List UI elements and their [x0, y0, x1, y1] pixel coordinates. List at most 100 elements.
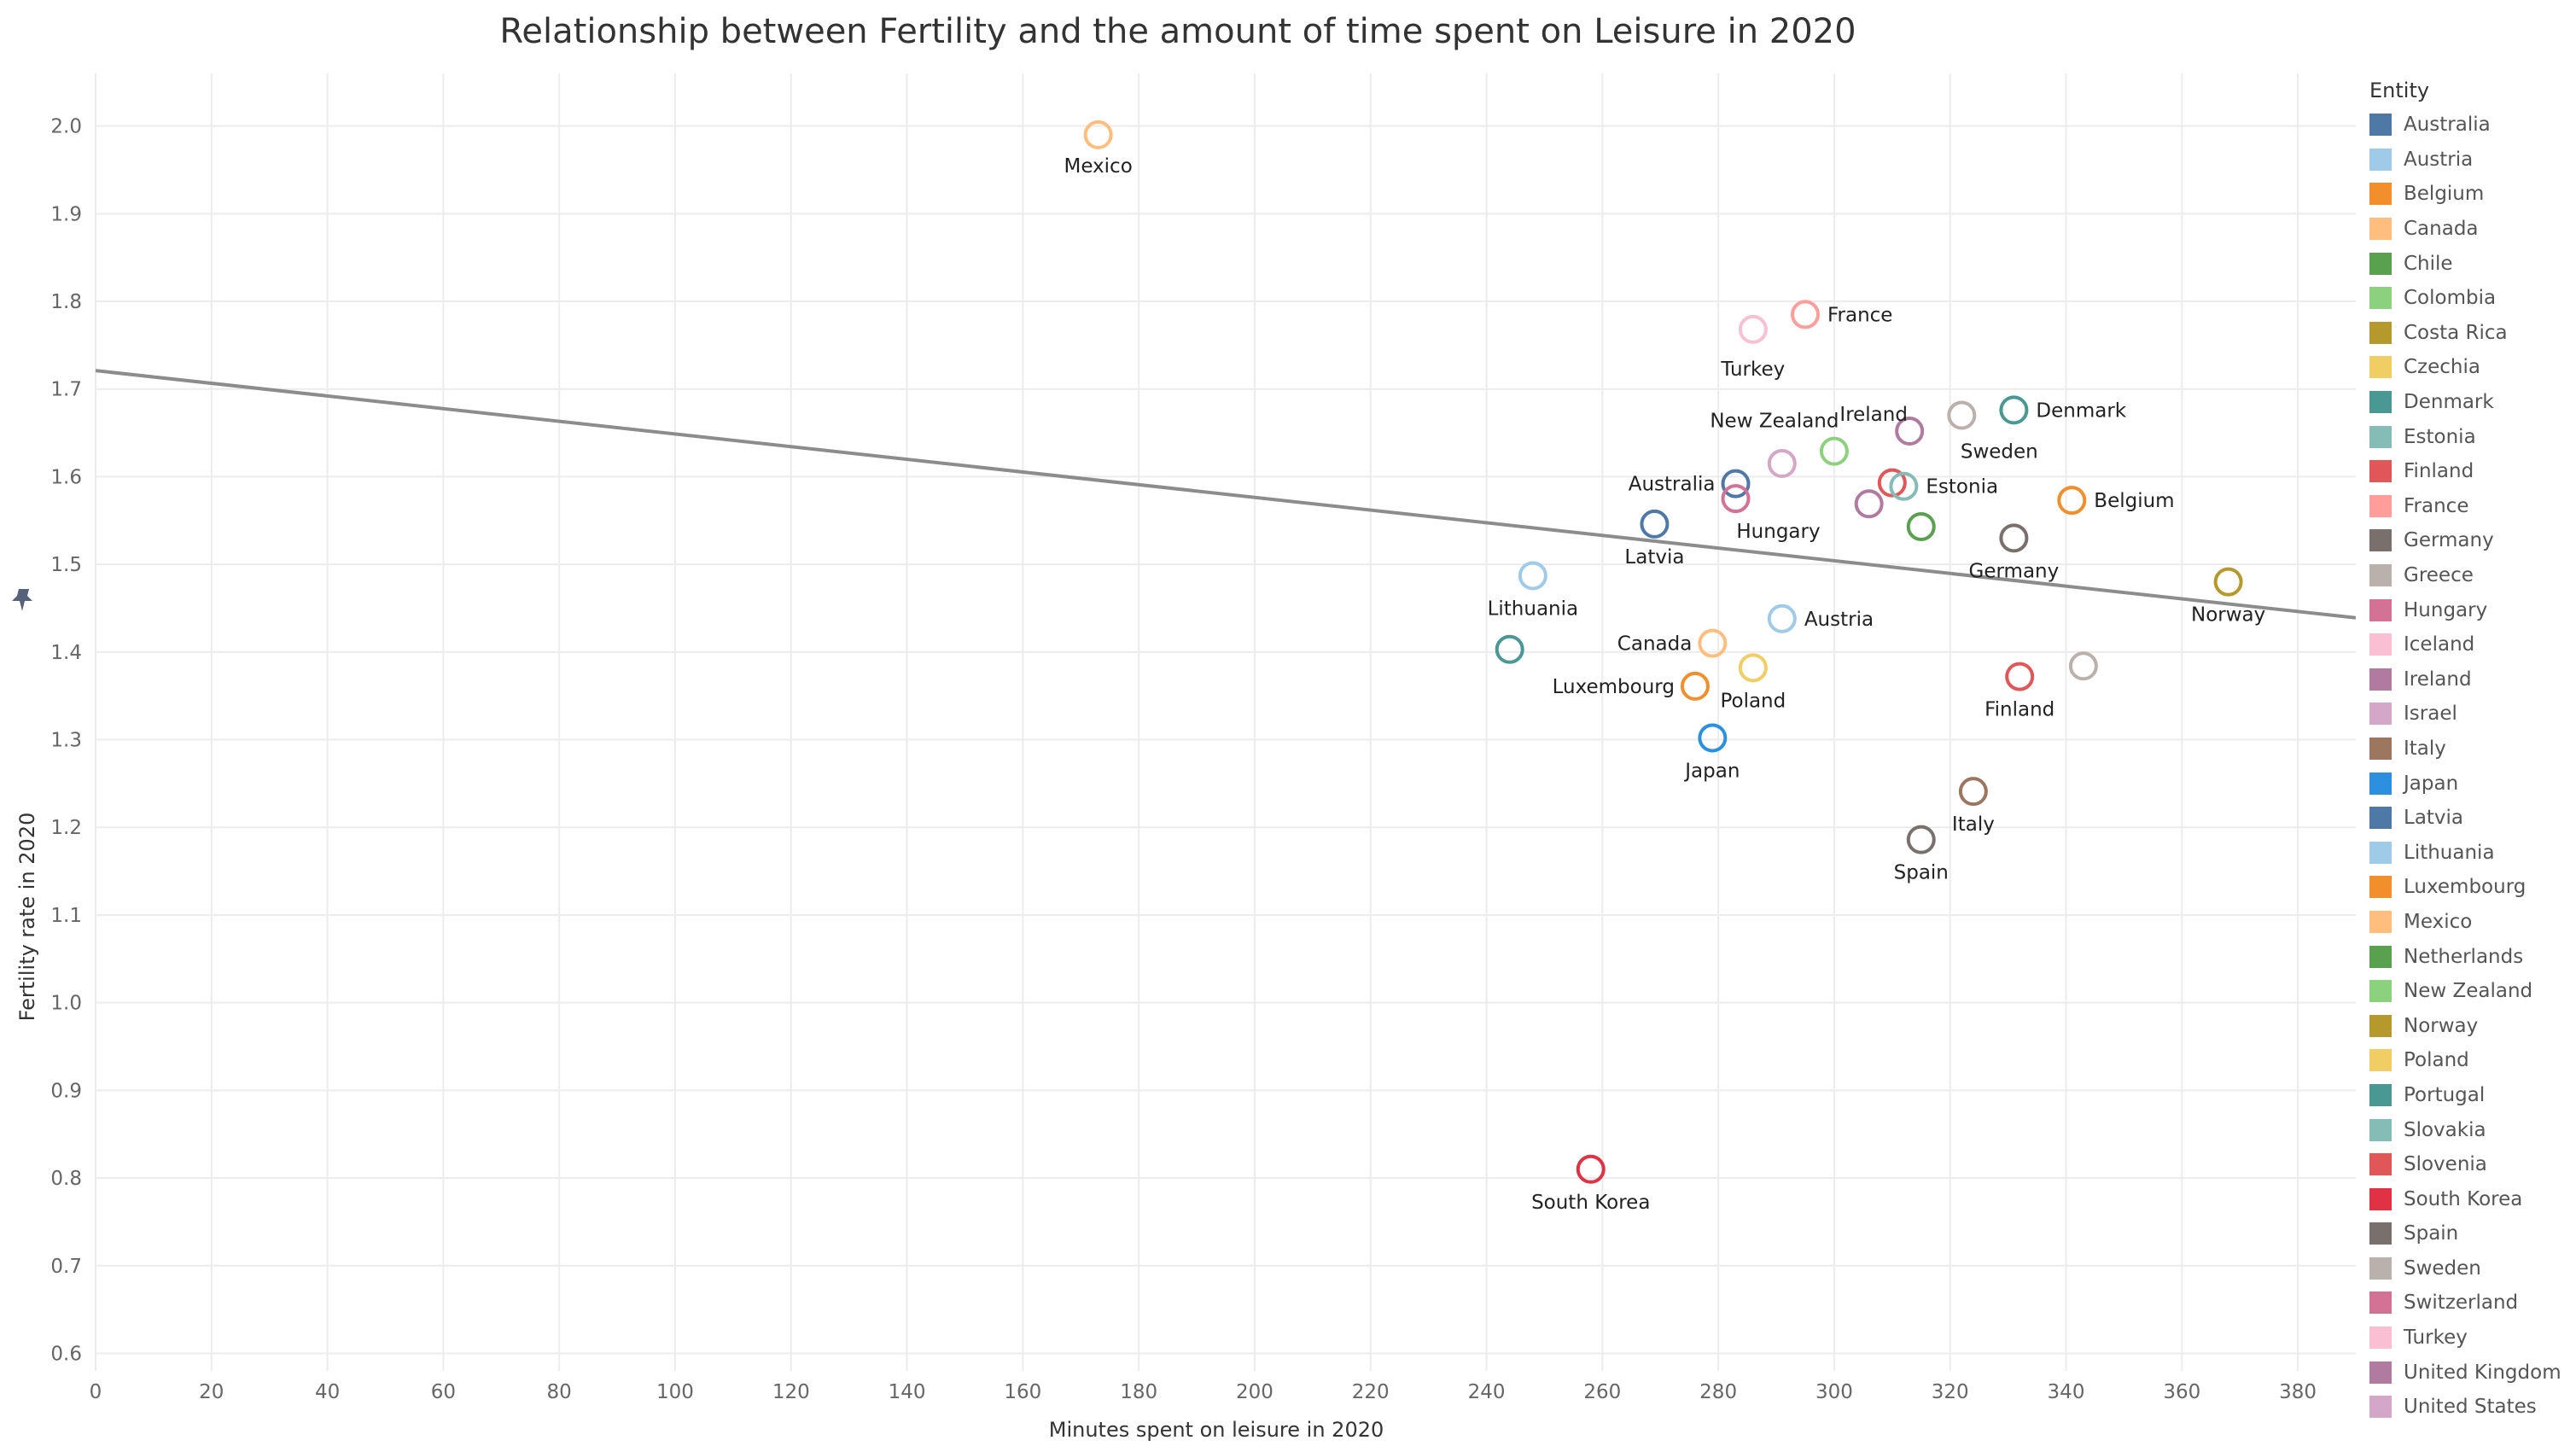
point-spain[interactable]: [1906, 825, 1936, 854]
point-ireland[interactable]: [1895, 417, 1925, 446]
legend-label: Greece: [2404, 564, 2474, 587]
y-axis-label: Fertility rate in 2020: [15, 813, 39, 1022]
legend-item-switzerland[interactable]: Switzerland: [2369, 1286, 2574, 1321]
legend-swatch: [2369, 980, 2392, 1003]
legend-item-chile[interactable]: Chile: [2369, 246, 2574, 281]
point-united-kingdom[interactable]: [1854, 489, 1884, 519]
point-latvia[interactable]: [1640, 509, 1670, 539]
x-tick-label: 320: [1932, 1381, 1969, 1403]
point-canada[interactable]: [1698, 628, 1728, 658]
point-sweden[interactable]: [1947, 400, 1977, 430]
legend-item-iceland[interactable]: Iceland: [2369, 627, 2574, 662]
point-portugal[interactable]: [1495, 634, 1524, 664]
legend-item-hungary[interactable]: Hungary: [2369, 592, 2574, 627]
point-south-korea[interactable]: [1576, 1154, 1606, 1184]
legend-swatch: [2369, 1257, 2392, 1280]
point-belgium[interactable]: [2057, 486, 2087, 516]
label-luxembourg: Luxembourg: [1553, 676, 1675, 698]
point-italy[interactable]: [1958, 777, 1988, 807]
legend-label: Iceland: [2404, 633, 2475, 656]
point-estonia[interactable]: [1889, 471, 1919, 501]
y-tick-label: 1.6: [50, 466, 82, 488]
y-axis-ticks: 0.6 0.7 0.8 0.9 1.0 1.1 1.2 1.3 1.4 1.5 1.6 1.7 1.8 1…: [50, 116, 82, 1366]
legend-label: Colombia: [2404, 287, 2497, 310]
legend-item-canada[interactable]: Canada: [2369, 212, 2574, 247]
legend-item-finland[interactable]: Finland: [2369, 454, 2574, 489]
point-new-zealand[interactable]: [1819, 436, 1849, 466]
legend-item-france[interactable]: France: [2369, 489, 2574, 524]
legend-item-greece[interactable]: Greece: [2369, 558, 2574, 593]
point-turkey[interactable]: [1738, 314, 1768, 344]
point-slovenia[interactable]: [1877, 468, 1907, 498]
data-points: [1083, 120, 2243, 1184]
legend-item-spain[interactable]: Spain: [2369, 1216, 2574, 1251]
legend-item-denmark[interactable]: Denmark: [2369, 385, 2574, 420]
point-mexico[interactable]: [1083, 120, 1113, 149]
legend-item-czechia[interactable]: Czechia: [2369, 350, 2574, 385]
legend-item-mexico[interactable]: Mexico: [2369, 905, 2574, 940]
legend-label: Austria: [2404, 148, 2474, 171]
legend-swatch: [2369, 148, 2392, 171]
point-austria[interactable]: [1767, 603, 1797, 633]
legend-item-australia[interactable]: Australia: [2369, 108, 2574, 143]
legend-item-italy[interactable]: Italy: [2369, 732, 2574, 767]
trend-line: [95, 369, 2356, 620]
point-netherlands[interactable]: [1906, 511, 1936, 541]
legend-item-germany[interactable]: Germany: [2369, 523, 2574, 558]
legend-item-portugal[interactable]: Portugal: [2369, 1078, 2574, 1113]
label-estonia: Estonia: [1926, 476, 1998, 499]
legend-item-ireland[interactable]: Ireland: [2369, 662, 2574, 697]
legend-item-colombia[interactable]: Colombia: [2369, 281, 2574, 316]
point-greece[interactable]: [2068, 651, 2098, 681]
legend-item-slovenia[interactable]: Slovenia: [2369, 1147, 2574, 1182]
legend-item-slovakia[interactable]: Slovakia: [2369, 1112, 2574, 1147]
legend-label: Lithuania: [2404, 841, 2495, 864]
legend-swatch: [2369, 876, 2392, 899]
legend-item-costa-rica[interactable]: Costa Rica: [2369, 316, 2574, 351]
legend-label: New Zealand: [2404, 980, 2533, 1003]
point-finland[interactable]: [2005, 662, 2035, 691]
pin-icon[interactable]: [12, 589, 32, 611]
legend-swatch: [2369, 218, 2392, 241]
point-norway[interactable]: [2213, 567, 2243, 597]
point-hungary[interactable]: [1721, 484, 1751, 514]
point-australia[interactable]: [1721, 469, 1751, 499]
legend-item-belgium[interactable]: Belgium: [2369, 177, 2574, 212]
legend-item-israel[interactable]: Israel: [2369, 697, 2574, 732]
legend-swatch: [2369, 1326, 2392, 1350]
legend-item-united-kingdom[interactable]: United Kingdom: [2369, 1355, 2574, 1390]
legend-swatch: [2369, 841, 2392, 864]
legend-swatch: [2369, 1153, 2392, 1176]
point-denmark[interactable]: [1999, 395, 2029, 425]
point-poland[interactable]: [1738, 653, 1768, 683]
legend-label: Canada: [2404, 218, 2479, 241]
legend-item-latvia[interactable]: Latvia: [2369, 801, 2574, 836]
legend-label: Italy: [2404, 737, 2446, 760]
legend-item-sweden[interactable]: Sweden: [2369, 1251, 2574, 1286]
point-france[interactable]: [1790, 300, 1820, 329]
legend-item-lithuania[interactable]: Lithuania: [2369, 835, 2574, 870]
legend-item-poland[interactable]: Poland: [2369, 1043, 2574, 1078]
legend-item-turkey[interactable]: Turkey: [2369, 1321, 2574, 1356]
legend-item-luxembourg[interactable]: Luxembourg: [2369, 870, 2574, 905]
point-israel[interactable]: [1767, 449, 1797, 479]
legend-swatch: [2369, 391, 2392, 414]
legend-item-norway[interactable]: Norway: [2369, 1008, 2574, 1043]
legend-item-netherlands[interactable]: Netherlands: [2369, 939, 2574, 974]
y-tick-label: 0.9: [50, 1080, 82, 1102]
legend-item-united-states[interactable]: United States: [2369, 1390, 2574, 1425]
legend-label: Turkey: [2404, 1326, 2468, 1350]
legend-item-japan[interactable]: Japan: [2369, 766, 2574, 801]
legend-item-austria[interactable]: Austria: [2369, 143, 2574, 178]
point-germany[interactable]: [1999, 523, 2029, 553]
legend-item-new-zealand[interactable]: New Zealand: [2369, 974, 2574, 1009]
x-tick-label: 340: [2048, 1381, 2085, 1403]
point-japan[interactable]: [1698, 723, 1728, 753]
point-lithuania[interactable]: [1518, 561, 1547, 591]
x-tick-label: 80: [547, 1381, 572, 1403]
point-luxembourg[interactable]: [1680, 671, 1710, 701]
x-tick-label: 360: [2163, 1381, 2200, 1403]
legend-item-south-korea[interactable]: South Korea: [2369, 1181, 2574, 1216]
legend-item-estonia[interactable]: Estonia: [2369, 419, 2574, 454]
label-canada: Canada: [1617, 633, 1693, 656]
